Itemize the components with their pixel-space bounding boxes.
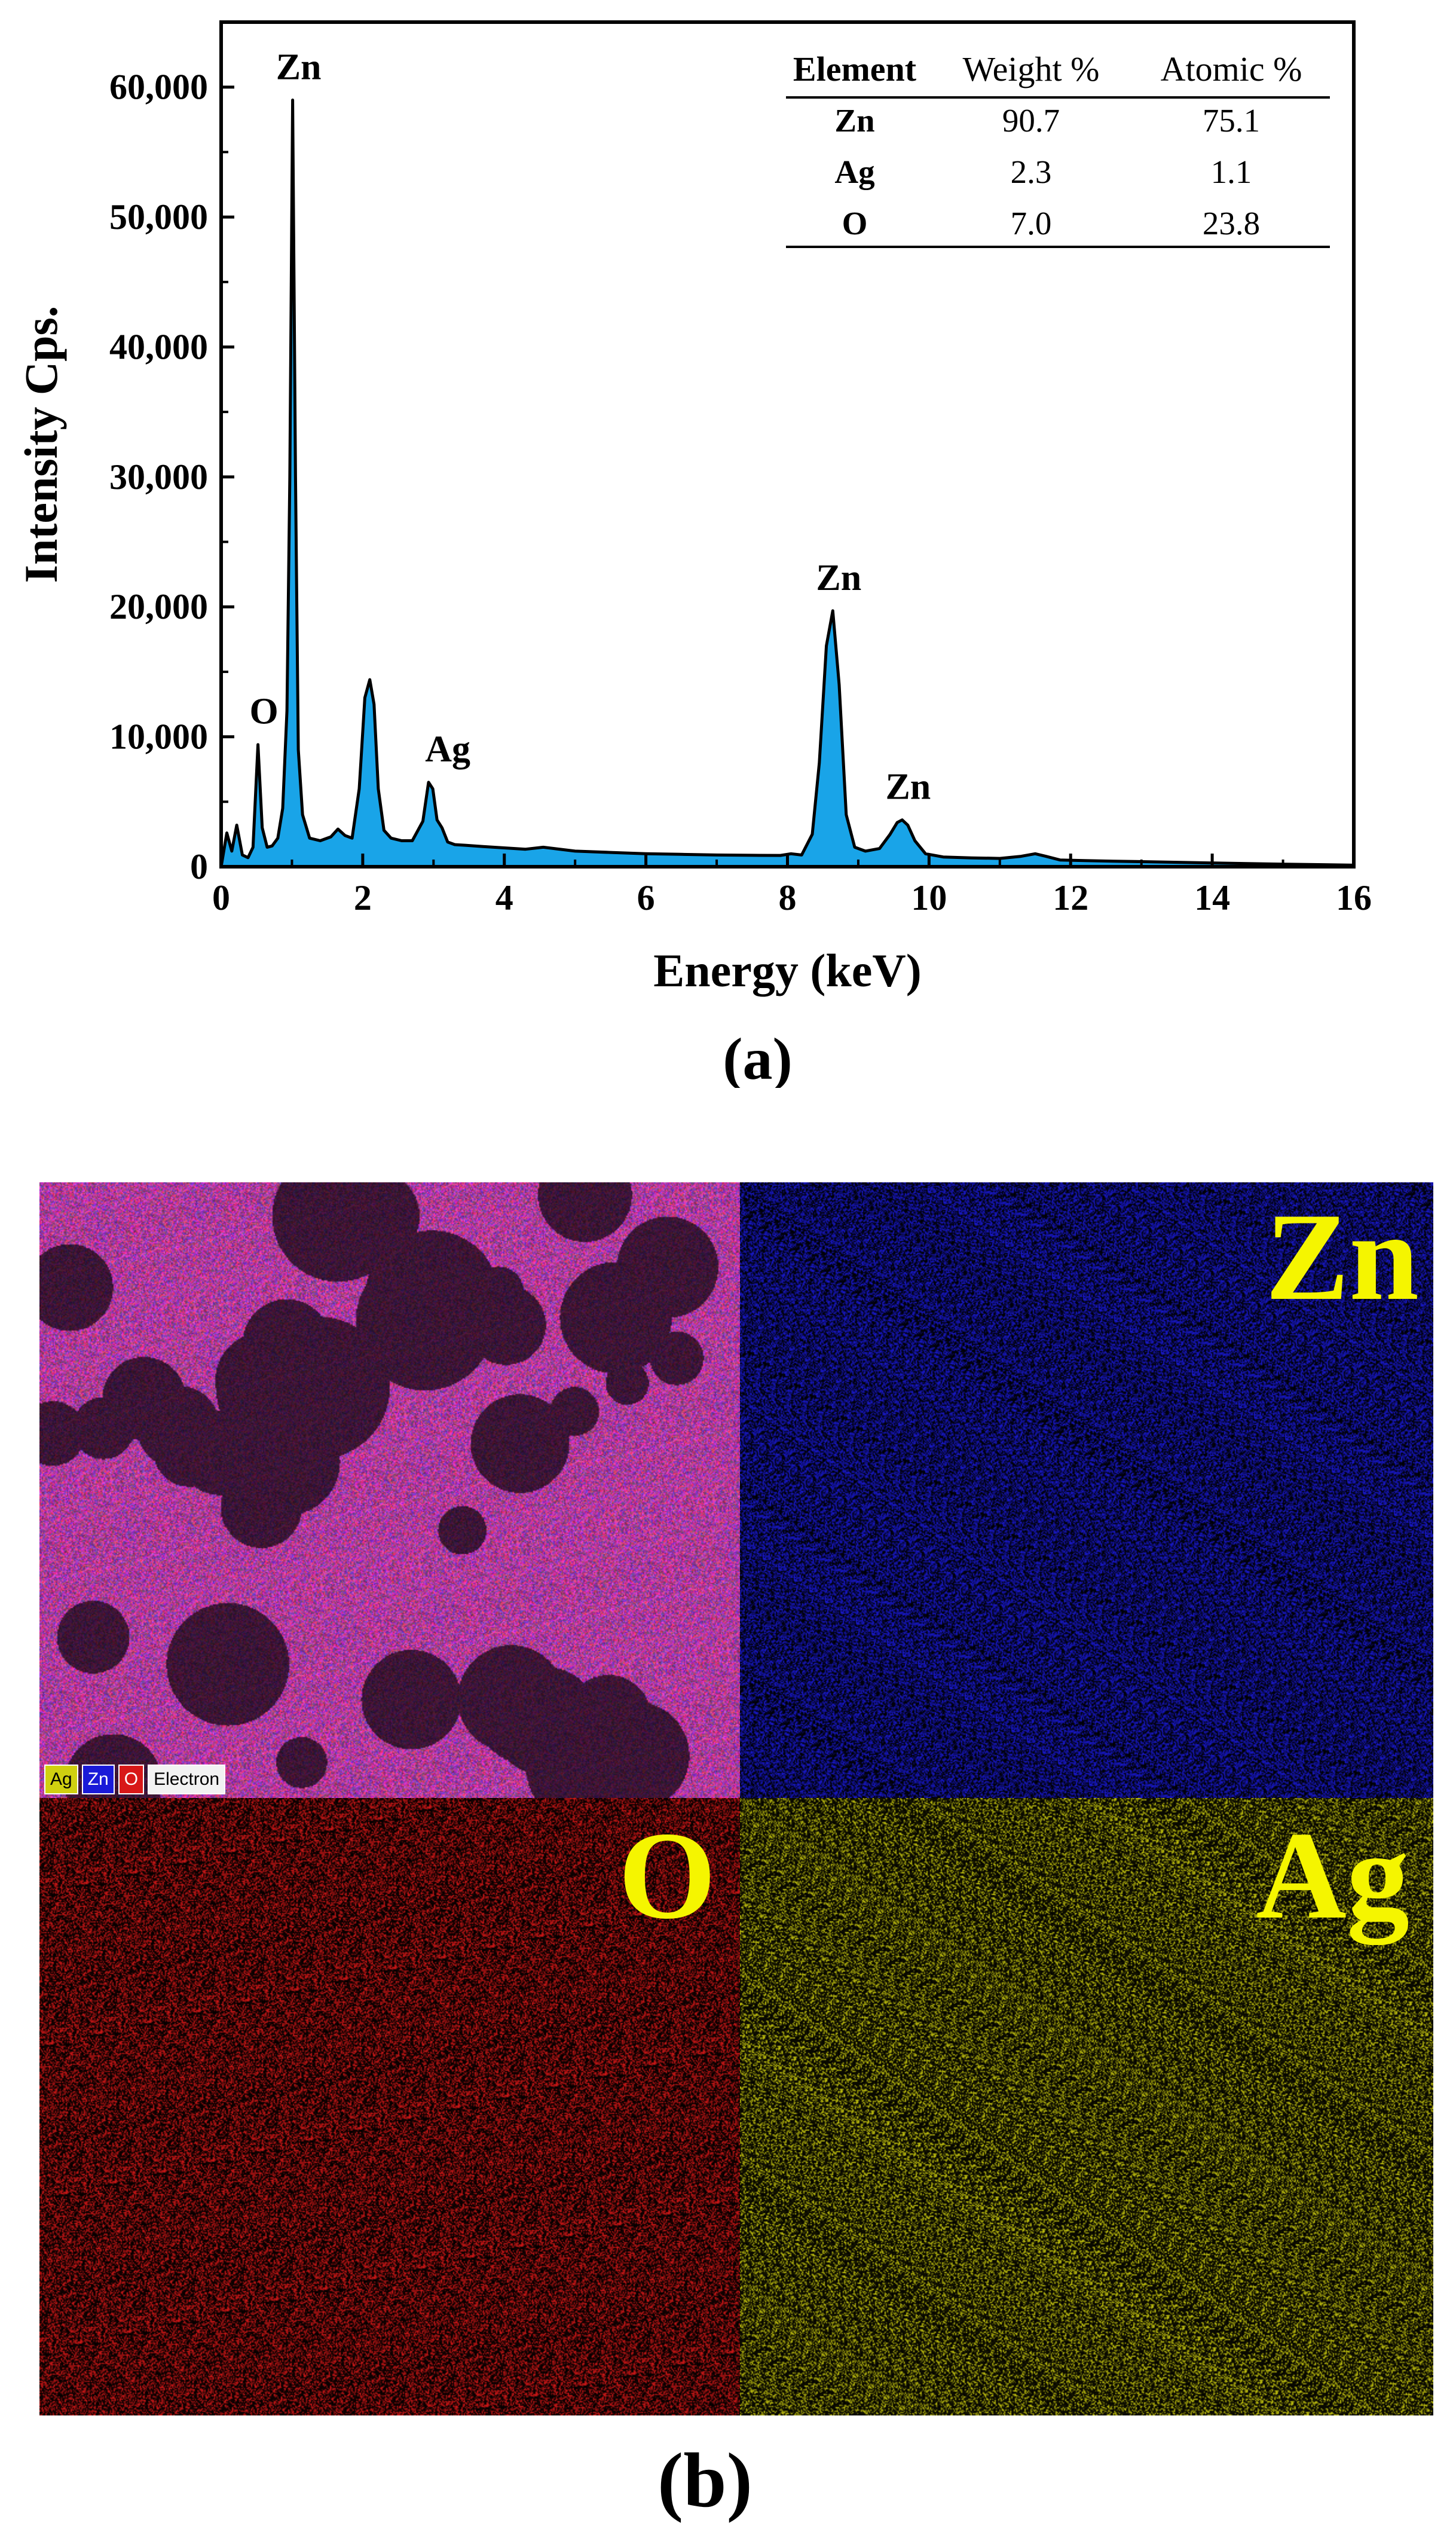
table-cell: O	[842, 205, 868, 241]
o-map-label: O	[618, 1806, 716, 1945]
legend-electron: Electron	[148, 1765, 226, 1794]
o-map-panel: O	[39, 1798, 740, 2415]
composite-map-image	[39, 1182, 740, 1798]
table-cell: Ag	[834, 154, 874, 190]
y-tick-label: 10,000	[109, 717, 208, 757]
x-tick-label: 16	[1336, 878, 1372, 918]
caption-b: (b)	[657, 2438, 753, 2524]
table-header-1: Weight %	[963, 50, 1100, 88]
x-tick-label: 6	[637, 878, 655, 918]
caption-a: (a)	[723, 1026, 793, 1088]
peak-label-zn: Zn	[276, 47, 322, 87]
zn-map-label: Zn	[1265, 1188, 1419, 1326]
spectrum-area-0	[221, 100, 1354, 867]
table-cell: 90.7	[1002, 102, 1060, 139]
peak-label-zn: Zn	[816, 558, 861, 598]
table-cell: Zn	[834, 102, 874, 139]
composition-table: Element Weight % Atomic % Zn 90.7 75.1 Ag 2.3 1.…	[786, 50, 1330, 248]
ag-map-panel: Ag	[740, 1798, 1433, 2415]
x-tick-label: 0	[212, 878, 230, 918]
zn-map-panel: Zn	[740, 1182, 1433, 1798]
peak-label-zn: Zn	[885, 767, 931, 808]
table-cell: 75.1	[1203, 102, 1260, 139]
y-tick-label: 20,000	[109, 587, 208, 626]
legend-o: O	[118, 1765, 145, 1794]
map-legend: Ag Zn O Electron	[39, 1761, 226, 1798]
x-tick-label: 12	[1053, 878, 1088, 918]
y-tick-label: 40,000	[109, 327, 208, 366]
plot-frame	[219, 20, 1356, 869]
table-header-2: Atomic %	[1161, 50, 1302, 88]
table-header-0: Element	[793, 50, 917, 88]
o-map-image	[39, 1798, 740, 2415]
x-axis-label: Energy (keV)	[653, 944, 921, 996]
peak-label-o: O	[249, 692, 278, 732]
y-tick-label: 60,000	[109, 68, 208, 107]
x-tick-label: 4	[495, 878, 513, 918]
plot-layer	[219, 98, 1354, 867]
composite-map-panel: Ag Zn O Electron	[39, 1182, 740, 1798]
legend-ag: Ag	[44, 1765, 78, 1794]
zn-map-image	[740, 1182, 1433, 1798]
table-cell: 7.0	[1011, 205, 1052, 241]
table-cell: 2.3	[1011, 154, 1052, 190]
peak-label-ag: Ag	[425, 729, 470, 770]
x-tick-label: 2	[354, 878, 372, 918]
legend-zn: Zn	[81, 1765, 115, 1794]
x-tick-label: 10	[911, 878, 947, 918]
peak-labels-layer: Zn O Ag Zn Zn	[249, 47, 931, 807]
eds-spectrum-chart: 0 2 4 6 8 10 12 14 16 0 10,000 20,000 30,000 40,000 50…	[15, 20, 1372, 1088]
ag-map-image	[740, 1798, 1433, 2415]
y-tick-label: 50,000	[109, 197, 208, 237]
x-tick-label: 14	[1194, 878, 1230, 918]
x-tick-label: 8	[779, 878, 797, 918]
ag-map-label: Ag	[1256, 1806, 1409, 1945]
spectrum-line-0	[219, 98, 1354, 867]
table-cell: 23.8	[1203, 205, 1260, 241]
y-axis-label: Intensity Cps.	[15, 306, 67, 583]
y-tick-label: 30,000	[109, 457, 208, 497]
axes-layer: 0 2 4 6 8 10 12 14 16 0 10,000 20,000 30,000 40,000 50…	[109, 68, 1372, 918]
y-tick-label: 0	[190, 847, 208, 886]
table-cell: 1.1	[1211, 154, 1252, 190]
